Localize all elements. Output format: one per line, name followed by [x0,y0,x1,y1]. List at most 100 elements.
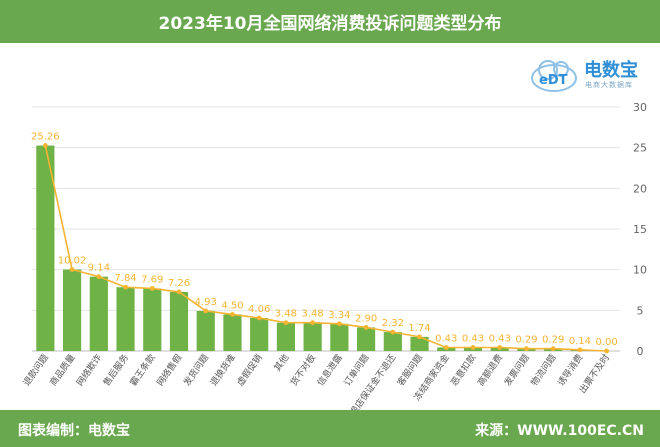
line-point [443,345,449,350]
bar [303,322,322,351]
x-tick-label: 退换货难 [207,352,237,388]
line-point [363,325,369,330]
x-tick-label: 诱导消费 [555,352,585,388]
line-point [417,334,422,340]
data-label: 0.43 [489,334,511,345]
x-tick-label: 恶意扣款 [448,352,478,388]
series-line [44,145,607,352]
data-label: 4.06 [248,304,270,315]
line-point [203,308,209,314]
x-tick-label: 其他 [271,352,291,374]
x-tick-label: 发票问题 [501,352,531,388]
x-tick-label: 货不对板 [288,352,318,388]
x-tick-label: 虚假促销 [234,352,264,388]
line-point [336,321,342,327]
bar [143,288,162,351]
line-point [390,329,396,335]
x-tick-label: 物流问题 [528,352,558,388]
bar [36,145,55,351]
data-label: 0.43 [435,334,457,345]
data-label: 3.48 [302,309,324,320]
bar [169,291,189,351]
bar [383,332,402,351]
logo: eDT 电数宝 电商大数据库 [528,52,656,96]
line-point [550,346,556,352]
y-tick-label: 30 [633,101,647,114]
bar [63,269,82,351]
data-label: 4.50 [221,300,243,311]
line-point [42,143,48,148]
data-label: 10.02 [58,256,87,267]
data-label: 2.32 [382,318,404,329]
bar [276,322,295,351]
line-point [604,348,610,354]
x-tick-label: 退款问题 [20,352,50,388]
data-label: 0.14 [569,336,591,347]
y-tick-label: 0 [637,345,644,358]
line-point [470,345,476,350]
x-tick-label: 高额退费 [475,352,505,388]
data-label: 0.29 [515,335,537,346]
bar-line-chart: 0 5 10 15 20 25 30 25.26 10.029.14 7.84 7.69 7.26 4… [20,101,647,410]
bar [330,323,349,351]
line-point [524,346,529,352]
x-tick-label: 订单问题 [341,352,371,388]
data-label: 3.48 [275,309,297,320]
data-label: 4.93 [195,297,217,308]
x-tick-label: 霸王条款 [127,352,157,388]
data-label: 2.90 [355,313,377,324]
data-label: 25.26 [31,132,60,143]
data-label: 7.69 [141,274,163,285]
line-point [176,289,182,295]
chart-title: 2023年10月全国网络消费投诉问题类型分布 [0,0,660,43]
data-label: 0.43 [462,334,484,345]
line-point [230,312,235,317]
value-labels: 25.26 10.029.14 7.84 7.69 7.26 4.93 4.50 4.06 3.… [31,132,618,348]
line-point [123,284,128,290]
bar [410,336,429,351]
bar [196,310,215,351]
data-label: 7.84 [114,273,136,284]
y-tick-label: 5 [637,304,644,317]
data-label: 0.00 [596,337,618,348]
data-label: 1.74 [408,323,430,334]
trend-line [42,143,610,354]
footer-credit: 图表编制：电数宝 [18,423,130,439]
x-tick-label: 网络售假 [154,352,184,388]
y-axis: 0 5 10 15 20 25 30 [633,101,647,358]
data-label: 7.26 [168,278,190,289]
bar [250,317,269,351]
bar [89,276,108,351]
x-tick-label: 网络欺诈 [74,352,104,388]
line-point [256,315,262,321]
data-label: 9.14 [88,263,110,274]
bar [357,327,376,351]
line-point [310,320,316,326]
footer-source: 来源：WWW.100EC.CN [475,423,644,439]
data-label: 3.34 [328,310,350,321]
x-tick-label: 发货问题 [181,352,211,388]
x-tick-label: 商品质量 [47,352,77,388]
line-point [149,286,155,291]
y-tick-label: 20 [633,182,647,195]
line-point [283,320,289,326]
bar [116,287,135,351]
line-point [69,267,75,272]
logo-cloud-icon: eDT [531,60,577,92]
x-tick-label: 售后服务 [101,352,131,388]
y-tick-label: 15 [633,223,647,236]
line-point [96,274,102,280]
line-point [577,347,583,353]
x-tick-label: 客服问题 [395,352,425,388]
logo-mark: eDT [539,73,568,88]
bars [36,145,589,351]
line-point [497,345,503,350]
data-label: 0.29 [542,335,564,346]
y-tick-label: 25 [633,142,647,155]
x-tick-label: 信息泄露 [314,352,344,388]
bar [223,314,242,351]
footer-bar: 图表编制：电数宝 来源：WWW.100EC.CN [0,410,660,447]
logo-tagline: 电商大数据库 [585,81,633,89]
